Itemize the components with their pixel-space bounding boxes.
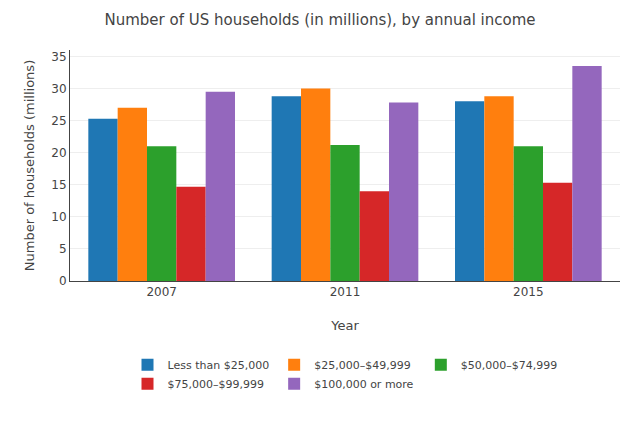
svg-text:Year: Year: [330, 318, 359, 333]
svg-text:10: 10: [51, 210, 66, 224]
svg-text:$100,000 or more: $100,000 or more: [314, 378, 413, 391]
svg-text:2011: 2011: [330, 285, 361, 299]
svg-text:Number of households (millions: Number of households (millions): [22, 60, 37, 271]
svg-text:5: 5: [59, 242, 67, 256]
svg-text:Number of US households (in mi: Number of US households (in millions), b…: [104, 11, 535, 29]
svg-text:0: 0: [59, 274, 67, 288]
svg-text:35: 35: [51, 50, 66, 64]
svg-text:25: 25: [51, 114, 66, 128]
svg-text:$25,000–$49,999: $25,000–$49,999: [314, 359, 410, 372]
svg-text:$75,000–$99,999: $75,000–$99,999: [168, 378, 264, 391]
svg-text:2007: 2007: [146, 285, 177, 299]
svg-text:Less than $25,000: Less than $25,000: [168, 359, 270, 372]
svg-text:2015: 2015: [513, 285, 544, 299]
svg-text:30: 30: [51, 82, 66, 96]
svg-text:20: 20: [51, 146, 66, 160]
svg-text:15: 15: [51, 178, 66, 192]
svg-text:$50,000–$74,999: $50,000–$74,999: [461, 359, 557, 372]
